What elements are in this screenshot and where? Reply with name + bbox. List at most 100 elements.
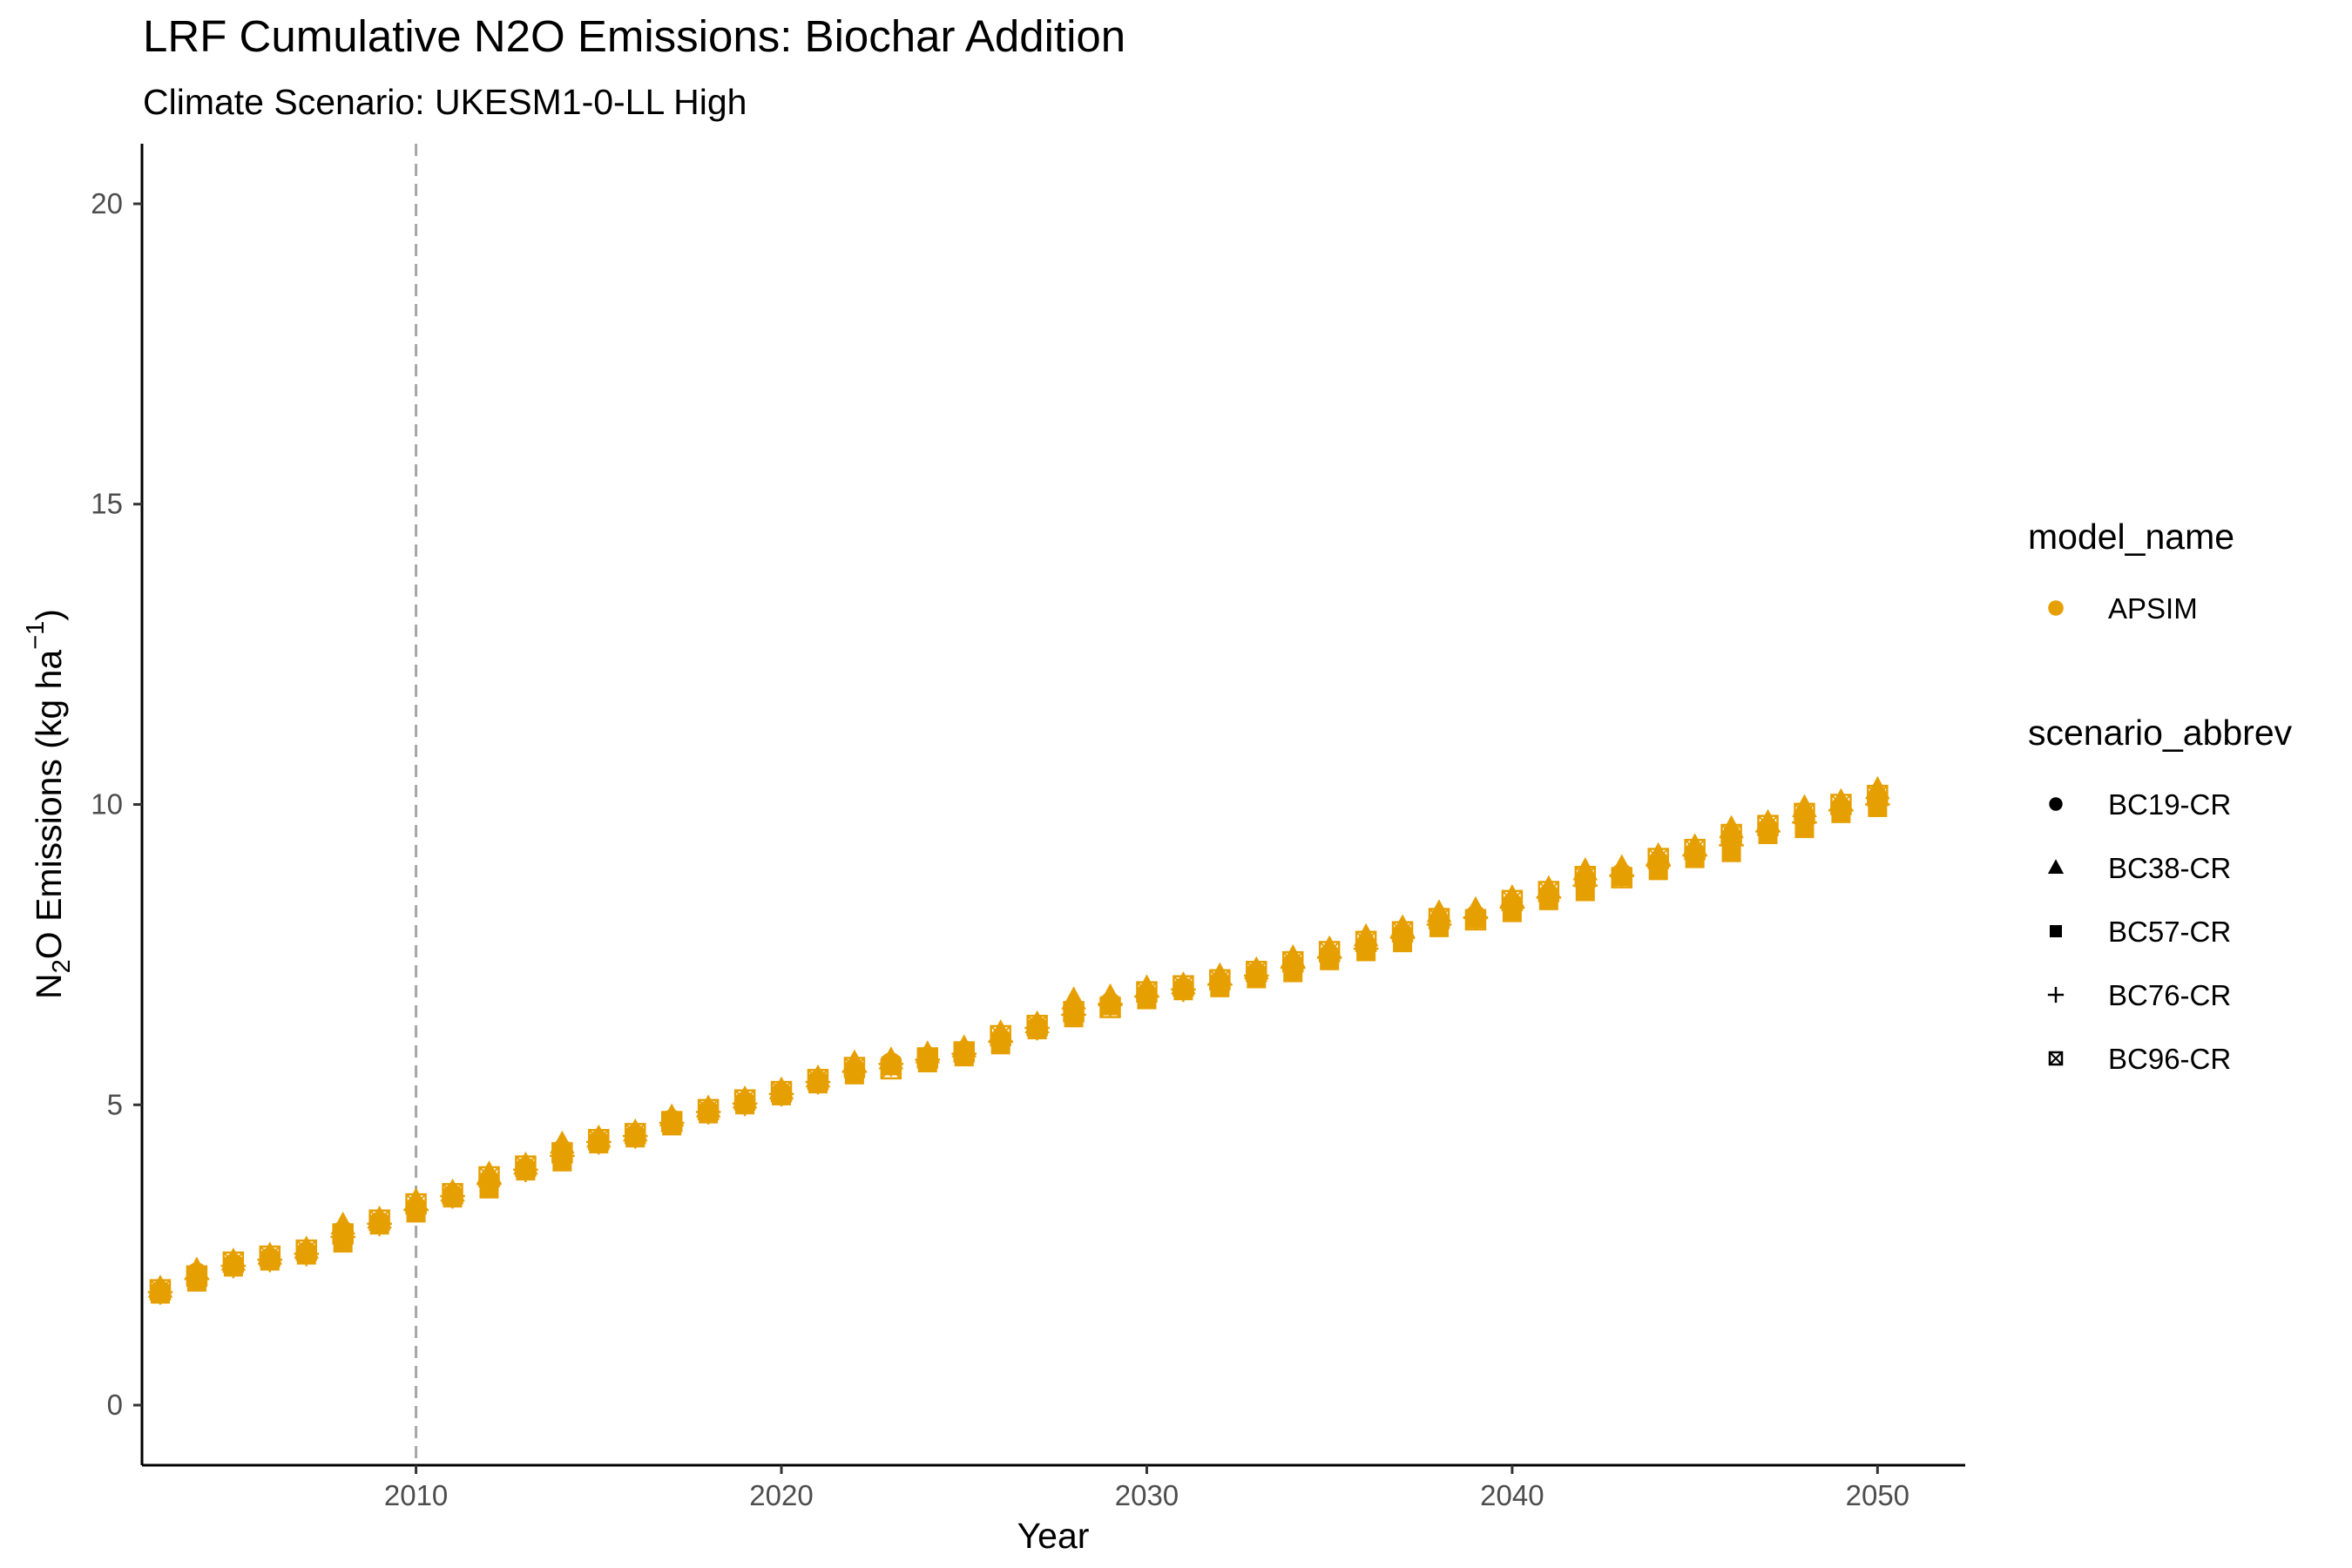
data-point [1098,991,1123,1017]
data-point [1024,1015,1050,1041]
legend-key [2048,600,2064,616]
data-point [805,1069,831,1095]
data-point [1501,889,1524,912]
data-point [660,1111,683,1132]
data-point [1428,908,1450,929]
data-point [1207,972,1233,997]
data-point [368,1209,390,1231]
data-point [1572,856,1598,881]
data-point [1246,960,1267,983]
data-point [1609,862,1635,889]
data-point [405,1193,427,1215]
data-point [259,1245,281,1267]
data-point [732,1091,758,1117]
data-point [367,1211,392,1237]
x-tick-label: 2040 [1480,1479,1544,1511]
y-axis-title-post: ) [29,609,69,621]
x-tick-label: 2020 [749,1479,813,1511]
x-tick-label: 2050 [1846,1479,1909,1511]
data-point [478,1166,500,1188]
data-point [1538,881,1560,902]
legend-key [2048,1051,2064,1066]
data-point [1134,983,1159,1010]
data-point [1720,823,1742,846]
y-axis-title-sub: 2 [48,959,76,973]
data-point [186,1265,208,1288]
data-point [1243,963,1269,989]
legend-label: BC96-CR [2108,1043,2231,1075]
data-point [880,1058,902,1080]
data-point [1865,775,1890,800]
y-axis-title-mid: O Emissions (kg ha [29,650,69,960]
y-axis-title: N2O Emissions (kg ha−1) [22,609,76,999]
data-point [1684,838,1706,861]
data-point [513,1157,538,1183]
data-point [184,1266,210,1292]
data-point [222,1251,245,1274]
data-point [294,1240,320,1267]
data-point [1647,848,1669,869]
legend-key [2047,986,2065,1004]
data-point [1136,981,1158,1003]
data-point [515,1155,537,1177]
data-point [1611,867,1632,889]
data-point [841,1059,868,1085]
legend-title: model_name [2028,517,2234,557]
y-axis-title-pre: N [29,973,69,999]
y-tick-label: 20 [91,187,123,220]
data-point [1061,986,1086,1010]
legend-label: BC76-CR [2108,979,2231,1011]
data-point [770,1080,793,1103]
data-point [1026,1015,1048,1037]
data-point [1828,798,1854,823]
data-point [332,1223,354,1245]
data-point [1281,950,1304,973]
data-point [551,1142,573,1164]
data-point [1536,885,1562,910]
data-point [585,1129,612,1155]
data-point [843,1057,866,1078]
legend-key [2049,797,2063,811]
data-point [1574,865,1597,888]
legend-label: BC38-CR [2108,852,2231,884]
legend-label: BC57-CR [2108,916,2231,948]
data-point [988,1029,1013,1055]
data-point [1755,819,1781,844]
data-point [1209,969,1231,991]
data-point [1426,912,1452,937]
data-point [1391,921,1414,943]
data-point [1719,833,1744,858]
data-point [550,1143,575,1169]
data-point [1389,925,1416,950]
data-point [257,1247,283,1273]
data-point [1682,842,1707,868]
data-point [807,1069,829,1091]
data-point [1280,955,1306,981]
data-point [878,1051,904,1077]
legend-key [2047,859,2065,874]
legend: model_name APSIM scenario_abbrev BC19-CR BC3… [2028,517,2293,1075]
legend-label: BC19-CR [2108,788,2231,821]
data-point [1464,909,1487,931]
data-point [1792,794,1817,817]
data-point [295,1239,317,1261]
data-point [1463,904,1489,930]
data-point [953,1041,975,1063]
data-point [1171,977,1196,1003]
y-tick-label: 5 [107,1088,123,1120]
x-axis-title: Year [1017,1516,1090,1556]
data-point [622,1123,648,1149]
y-axis-ticks: 0 5 10 15 20 [91,187,142,1421]
data-point [697,1098,720,1121]
series-BC96-CR [149,784,1889,1301]
data-point [1353,923,1379,947]
data-point [1830,794,1852,815]
data-point [695,1099,721,1125]
data-point [1063,1001,1085,1023]
x-tick-label: 2030 [1115,1479,1179,1511]
data-point [440,1183,465,1209]
data-point [220,1253,247,1279]
data-point [1316,945,1342,970]
data-point [147,1280,173,1305]
